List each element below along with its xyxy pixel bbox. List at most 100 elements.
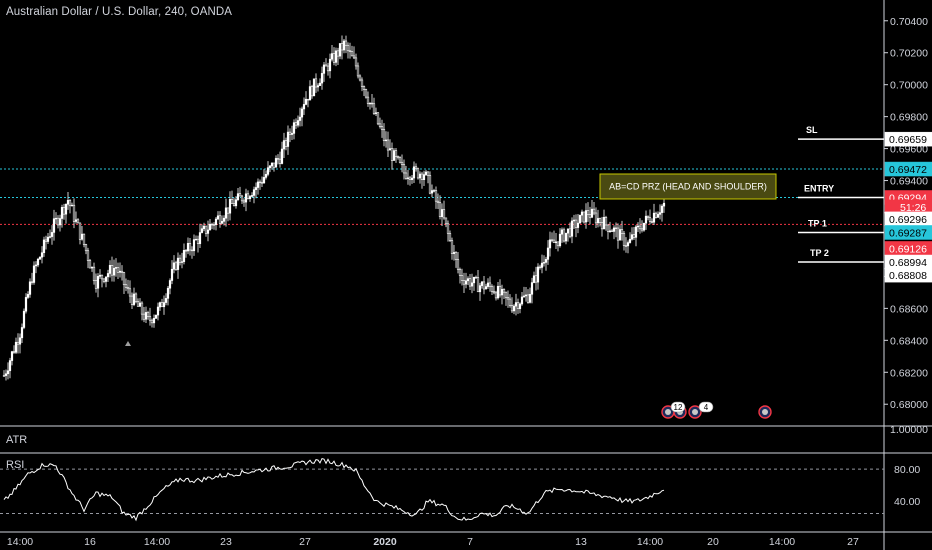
flag-icon [762, 409, 768, 415]
candle-body [224, 207, 228, 219]
candle-body [394, 150, 398, 157]
candle-body [158, 302, 162, 308]
price-tag[interactable] [884, 161, 932, 177]
candle-body [54, 217, 58, 220]
candle-body [252, 189, 256, 196]
candlestick-series[interactable] [2, 35, 666, 381]
candle-body [156, 306, 160, 316]
event-count-badge [698, 401, 714, 413]
price-tag[interactable] [884, 267, 932, 283]
candle-body [358, 75, 362, 81]
price-tag-label: 51:26 [900, 202, 926, 214]
candle-body [390, 148, 394, 161]
candle-body [286, 131, 290, 147]
candle-body [604, 217, 608, 226]
candle-body [166, 287, 170, 299]
candle-body [34, 264, 38, 267]
candle-body [268, 165, 272, 169]
candle-body [492, 291, 496, 294]
candle-body [208, 223, 212, 231]
pivot-marker [125, 341, 131, 346]
candle-body [320, 73, 324, 84]
candle-body [548, 239, 552, 249]
candle-body [490, 286, 494, 292]
price-tag-label: 0.68808 [889, 270, 927, 282]
candle-body [312, 78, 316, 97]
candle-body [506, 297, 510, 300]
annotations[interactable]: AB=CD PRZ (HEAD AND SHOULDER) SL ENTRY TP 1… [599, 125, 884, 263]
flag-icon [665, 409, 671, 415]
candle-body [484, 286, 488, 290]
rsi-tick-label: 40.00 [894, 496, 920, 508]
candle-body [652, 212, 656, 223]
price-tag[interactable] [884, 225, 932, 240]
time-axis[interactable]: 14:00 16 14:00 23 27 2020 7 13 14:00 20 14:00 27 [7, 536, 859, 548]
price-tag[interactable] [884, 131, 932, 147]
time-tick-label: 20 [707, 536, 719, 548]
candle-body [466, 278, 470, 282]
price-tick-label: 0.68200 [890, 367, 928, 379]
event-count: 4 [704, 403, 709, 412]
candle-body [22, 310, 26, 328]
candle-body [258, 181, 262, 184]
candle-body [626, 242, 630, 247]
candle-body [376, 112, 380, 125]
candle-body [618, 229, 622, 241]
rsi-pane-label[interactable]: RSI [6, 459, 25, 471]
flag-icon [692, 409, 698, 415]
candle-body [370, 102, 374, 105]
candle-body [402, 164, 406, 174]
candle-body [404, 172, 408, 179]
candle-body [294, 122, 298, 126]
candle-body [442, 209, 446, 219]
candle-body [356, 65, 360, 77]
candle-body [80, 233, 84, 240]
event-badges[interactable]: 12 4 [661, 401, 772, 419]
candle-body [48, 236, 52, 238]
candle-body [282, 140, 286, 150]
candle-body [658, 212, 662, 215]
candle-body [528, 293, 532, 303]
candle-body [588, 214, 592, 218]
candle-body [480, 281, 484, 286]
candle-body [256, 181, 260, 188]
candle-body [6, 370, 10, 375]
candle-body [108, 264, 112, 274]
candle-body [354, 57, 358, 67]
candle-body [98, 274, 102, 277]
candle-body [406, 177, 410, 179]
candle-body [660, 205, 664, 213]
candle-body [448, 233, 452, 241]
candle-body [40, 252, 44, 258]
candle-body [134, 293, 138, 302]
candle-body [244, 193, 248, 203]
candle-body [50, 232, 54, 237]
candle-body [310, 86, 314, 97]
candle-body [214, 218, 218, 226]
candle-body [392, 150, 396, 161]
candle-body [500, 289, 504, 296]
candle-body [316, 85, 320, 88]
price-tick-label: 0.70400 [890, 16, 928, 28]
candle-body [398, 157, 402, 163]
candle-body [160, 302, 164, 308]
candle-body [424, 171, 428, 175]
price-axis[interactable]: 0.70400 0.70200 0.70000 0.69800 0.69600 0.694… [884, 16, 932, 508]
candle-body [592, 208, 596, 214]
candle-body [284, 140, 288, 147]
candle-body [432, 190, 436, 192]
candle-body [240, 195, 244, 202]
candle-body [454, 252, 458, 260]
candle-body [254, 187, 258, 190]
prz-box[interactable] [599, 173, 777, 200]
candle-body [324, 64, 328, 67]
candle-body [478, 285, 482, 293]
candle-body [348, 50, 352, 52]
prz-box-text: AB=CD PRZ (HEAD AND SHOULDER) [609, 181, 767, 191]
atr-pane-label[interactable]: ATR [6, 434, 28, 446]
candle-body [532, 275, 536, 283]
candle-body [328, 58, 332, 72]
candle-body [100, 274, 104, 280]
time-tick-label: 16 [84, 536, 96, 548]
